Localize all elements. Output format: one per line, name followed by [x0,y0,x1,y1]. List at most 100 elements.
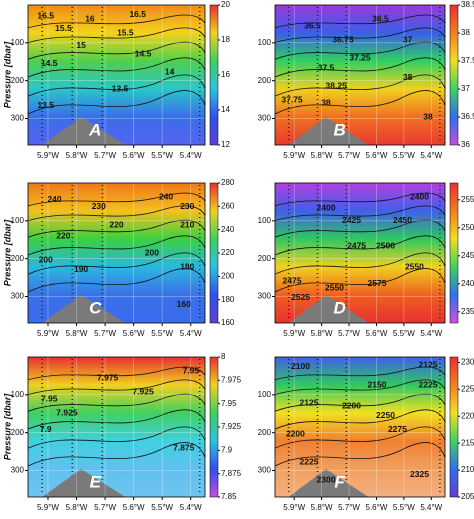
contour-line [27,379,206,396]
panel-letter: E [90,472,102,491]
colorbar-tick-label: 220 [221,248,235,257]
contour-label: 2250 [376,410,395,420]
contour-label: 2275 [388,424,407,434]
contour-line [27,57,206,78]
panel: 5.9°W 5.8°W 5.7°W 5.6°W 5.5°W 5.4°W 100 200 300 3… [258,0,474,160]
x-tick-label: 5.6°W [123,503,145,512]
contour-label: 7.925 [132,386,154,396]
colorbar-tick-label: 280 [221,178,235,187]
x-tick-label: 5.4°W [420,151,442,160]
seafloor [42,117,126,145]
panel-letter: C [89,298,102,317]
contour-label: 230 [92,201,106,211]
contour-line [27,393,206,412]
contour-label: 14 [165,66,175,76]
contour-label: 240 [47,194,61,204]
contour-label: 15 [76,40,86,50]
contour-label: 13.5 [37,100,54,110]
frame [27,182,206,324]
contour-label: 2100 [291,361,310,371]
contour-label: 14.5 [41,58,58,68]
contour-label: 2425 [342,215,361,225]
frame [27,4,206,146]
contour-line [27,442,206,467]
x-tick-label: 5.9°W [37,503,59,512]
panel: 5.9°W 5.8°W 5.7°W 5.6°W 5.5°W 5.4°W 100 200 300 2… [258,182,474,338]
contour-label: 2125 [419,360,438,370]
colorbar-tick-label: 38.5 [461,0,474,9]
contour-line [27,366,206,381]
x-tick-label: 5.7°W [94,503,116,512]
panel: 5.9°W 5.8°W 5.7°W 5.6°W 5.5°W 5.4°W 100 200 300 7… [2,352,241,512]
x-tick-label: 5.9°W [37,329,59,338]
contour-line [27,14,206,29]
y-axis-label: Pressure [dbar] [2,41,12,109]
colorbar-tick-label: 16 [221,70,230,79]
contour-line [274,268,446,293]
x-tick-label: 5.5°W [151,503,173,512]
colorbar-tick-label: 2100 [461,465,474,474]
colorbar-tick-label: 14 [221,105,230,114]
x-tick-label: 5.6°W [123,329,145,338]
contour-label: 220 [56,230,70,240]
colorbar [209,182,219,324]
panel-letter: B [333,120,345,139]
y-tick-label: 300 [11,292,25,301]
contour-label: 15.5 [117,27,134,37]
contour-label: 37.25 [349,52,371,62]
x-tick-label: 5.7°W [338,329,360,338]
colorbar-tick-label: 36.5 [461,112,474,121]
contour-label: 2200 [286,428,305,438]
x-tick-label: 5.4°W [180,151,202,160]
colorbar-tick-label: 7.95 [221,399,237,408]
colorbar-tick-label: 20 [221,0,230,9]
contour-label: 220 [109,219,123,229]
contour-label: 38 [403,72,413,82]
x-tick-label: 5.8°W [66,151,88,160]
y-axis-label: Pressure [dbar] [2,393,12,461]
contour-line [27,409,206,430]
x-tick-label: 5.8°W [311,329,333,338]
contour-label: 38 [321,97,331,107]
contour-label: 180 [180,261,194,271]
colorbar-tick-label: 7.85 [221,492,237,501]
seafloor [42,469,126,497]
contour-line [274,252,446,275]
y-tick-label: 200 [11,428,25,437]
colorbar-tick-label: 7.9 [221,445,233,454]
panel-letter: F [334,472,345,491]
contour-line [274,409,446,430]
contour-label: 240 [159,191,173,201]
x-tick-label: 5.9°W [283,503,305,512]
contour-line [27,27,206,44]
colorbar-tick-label: 7.875 [221,469,242,478]
contour-line [274,379,446,396]
contour-label: 2550 [325,282,344,292]
y-tick-label: 300 [11,114,25,123]
contour-label: 37.5 [318,62,335,72]
panel: 5.9°W 5.8°W 5.7°W 5.6°W 5.5°W 5.4°W 100 200 300 2… [2,178,235,338]
contour-label: 2225 [419,379,438,389]
colorbar-tick-label: 2150 [461,438,474,447]
contour-label: 7.95 [183,365,200,375]
panel-letter: D [333,298,345,317]
colorbar-tick-label: 8 [221,352,226,361]
y-tick-label: 200 [11,254,25,263]
contour-label: 15.5 [55,23,72,33]
y-tick-label: 100 [258,216,272,225]
x-tick-label: 5.5°W [393,329,415,338]
contour-line [27,219,206,238]
contour-label: 2450 [393,215,412,225]
frame [274,182,446,324]
x-tick-label: 5.4°W [180,503,202,512]
contour-label: 37 [403,34,413,44]
x-tick-label: 5.5°W [393,503,415,512]
contour-line [274,366,446,381]
contour-label: 7.95 [41,393,58,403]
contour-label: 2150 [368,379,387,389]
contour-label: 2475 [283,275,302,285]
colorbar [449,182,459,324]
contour-label: 160 [177,299,191,309]
x-tick-label: 5.5°W [151,329,173,338]
